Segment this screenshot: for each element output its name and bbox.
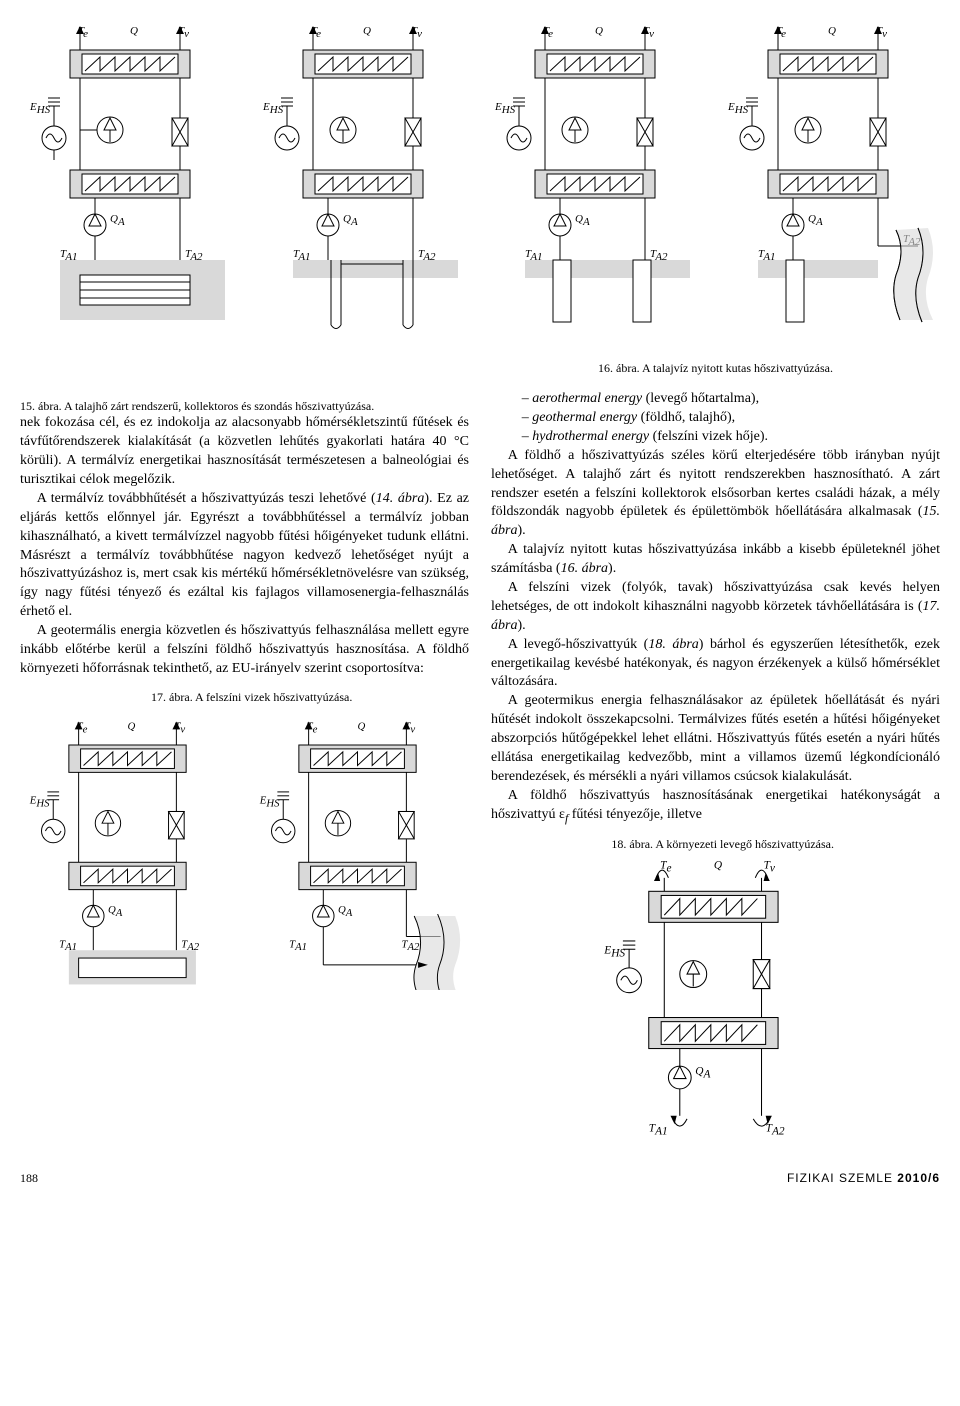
svg-text:Q: Q [357, 720, 365, 732]
li1: – aerothermal energy (levegő hőtartalma)… [491, 390, 940, 409]
svg-text:QA: QA [808, 213, 823, 228]
fig16-caption: 16. ábra. A talajvíz nyitott kutas hőszi… [491, 360, 940, 376]
top-figure-row: Te Q Tv EHS QA TA1 TA2 Te Q Tv [20, 20, 940, 337]
svg-text:QA: QA [337, 904, 352, 919]
svg-text:EHS: EHS [29, 795, 50, 810]
left-column: 15. ábra. A talajhő zárt rendszerű, koll… [20, 390, 469, 1152]
svg-text:EHS: EHS [603, 945, 625, 960]
journal-info: FIZIKAI SZEMLE 2010/6 [787, 1170, 940, 1186]
right-p2: A talajvíz nyitott kutas hőszivattyúzása… [491, 541, 940, 579]
page-footer: 188 FIZIKAI SZEMLE 2010/6 [20, 1170, 940, 1186]
fig17-caption: 17. ábra. A felszíni vizek hőszivattyúzá… [20, 689, 469, 705]
fig15-caption: 15. ábra. A talajhő zárt rendszerű, koll… [20, 398, 469, 414]
right-p6: A földhő hőszivattyús hasznosításának en… [491, 787, 940, 826]
right-p3: A felszíni vizek (folyók, tavak) hősziva… [491, 579, 940, 636]
svg-text:QA: QA [108, 904, 123, 919]
figure-16a: Te Q Tv EHS QA TA1 TA2 [485, 20, 708, 337]
page-number: 188 [20, 1170, 38, 1186]
li2: – geothermal energy (földhő, talajhő), [491, 409, 940, 428]
left-p2: A termálvíz továbbhűtését a hőszivattyúz… [20, 490, 469, 622]
right-p4: A levegő-hőszivattyúk (18. ábra) bárhol … [491, 636, 940, 693]
right-p1: A földhő a hőszivattyúzás széles körű el… [491, 447, 940, 541]
expansion-valve-icon [172, 118, 188, 146]
svg-text:EHS: EHS [727, 101, 749, 116]
figure-18: Te Q Tv EHS QA [491, 852, 940, 1152]
figure-16b: Te Q Tv EHS QA TA1 TA2 [718, 20, 941, 337]
svg-text:Q: Q [828, 25, 836, 37]
left-p3: A geotermális energia közvetlen és hőszi… [20, 622, 469, 679]
svg-text:Q: Q [713, 860, 721, 872]
svg-text:TA2: TA2 [401, 938, 420, 953]
svg-text:QA: QA [343, 213, 358, 228]
fig18-caption: 18. ábra. A környezeti levegő hőszivatty… [491, 836, 940, 852]
svg-text:TA1: TA1 [648, 1123, 667, 1138]
label-ehs: EHS [29, 101, 51, 116]
svg-text:EHS: EHS [494, 101, 516, 116]
figure-15a: Te Q Tv EHS QA TA1 TA2 [20, 20, 243, 337]
svg-text:EHS: EHS [262, 101, 284, 116]
right-p5: A geotermikus energia felhasználásakor a… [491, 692, 940, 786]
label-qa: QA [110, 213, 125, 228]
svg-text:Q: Q [595, 25, 603, 37]
figure-17b: Te Q Tv EHS QA [250, 715, 470, 997]
label-q: Q [130, 25, 138, 37]
svg-text:QA: QA [695, 1066, 710, 1081]
svg-text:QA: QA [575, 213, 590, 228]
svg-text:TA2: TA2 [765, 1123, 784, 1138]
right-column: – aerothermal energy (levegő hőtartalma)… [491, 390, 940, 1152]
li3: – hydrothermal energy (felszíni vizek hő… [491, 428, 940, 447]
left-p1: nek fokozása cél, és ez indokolja az ala… [20, 414, 469, 490]
svg-text:Q: Q [128, 720, 136, 732]
figure-17a: Te Q Tv EHS QA [20, 715, 240, 997]
figure-15b: Te Q Tv EHS QA TA1 TA2 [253, 20, 476, 337]
caption-row-top: 16. ábra. A talajvíz nyitott kutas hőszi… [20, 352, 940, 384]
body-columns: 15. ábra. A talajhő zárt rendszerű, koll… [20, 390, 940, 1152]
figure-17-row: Te Q Tv EHS QA [20, 715, 469, 997]
svg-text:TA1: TA1 [289, 938, 307, 953]
svg-text:Q: Q [363, 25, 371, 37]
svg-text:EHS: EHS [258, 795, 279, 810]
